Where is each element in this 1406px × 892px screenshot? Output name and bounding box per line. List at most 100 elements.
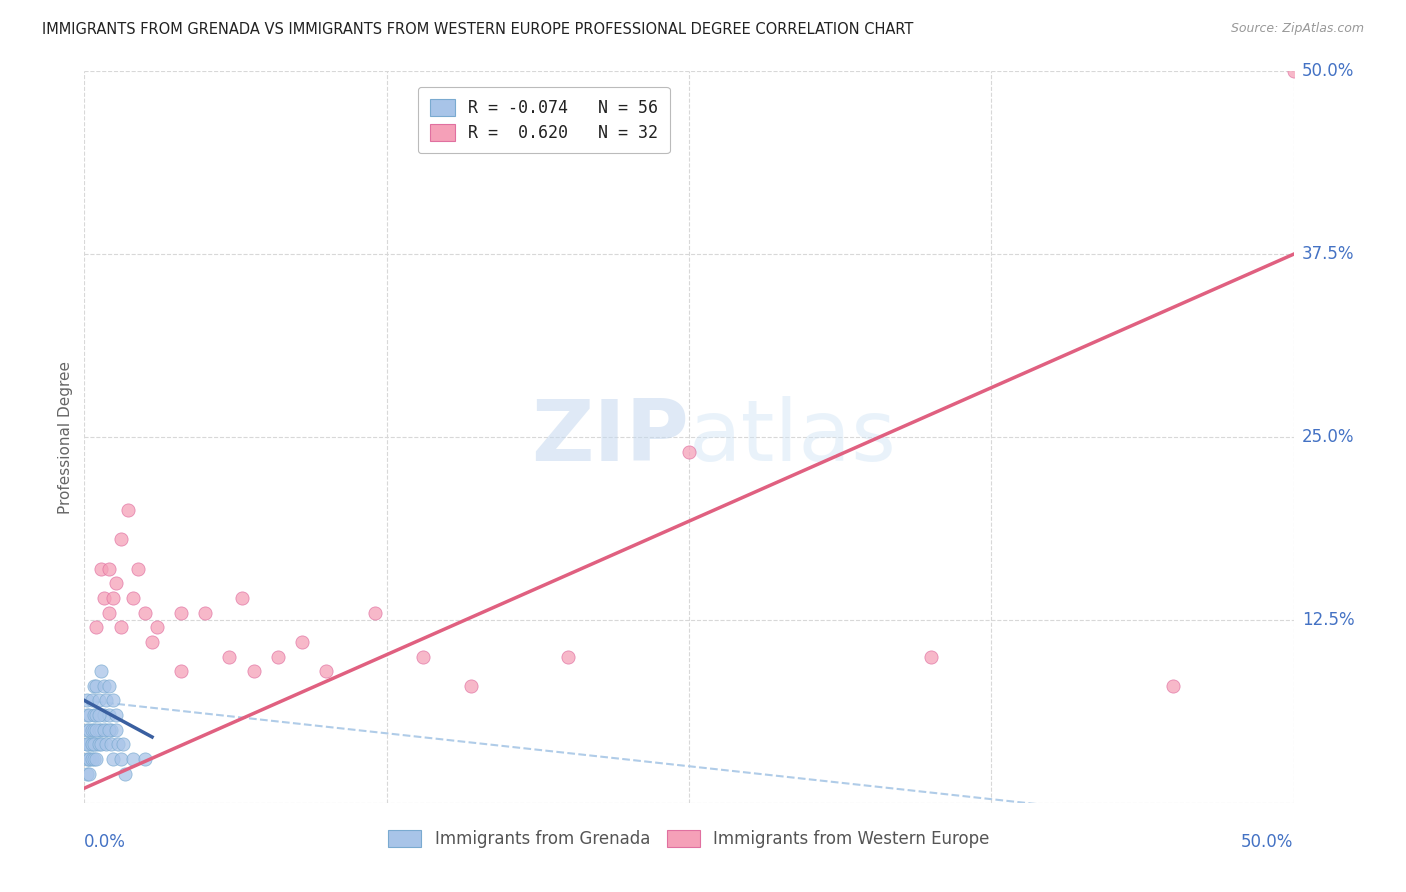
Point [86, 723, 108, 737]
Point [80, 723, 103, 737]
Point [93, 708, 115, 723]
Point [90, 562, 112, 576]
Point [83, 679, 105, 693]
Point [86, 752, 108, 766]
Point [76, 752, 98, 766]
Text: 50.0%: 50.0% [1302, 62, 1354, 80]
Point [104, 708, 127, 723]
Point [86, 679, 108, 693]
Point [94, 737, 117, 751]
Point [100, 723, 122, 737]
Point [83, 737, 105, 751]
Point [87, 708, 110, 723]
Point [110, 620, 132, 634]
Point [127, 562, 149, 576]
Point [97, 723, 120, 737]
Text: 12.5%: 12.5% [1302, 611, 1354, 629]
Point [103, 693, 125, 707]
Point [86, 708, 108, 723]
Point [146, 620, 169, 634]
Text: 0.0%: 0.0% [84, 833, 127, 851]
Point [114, 766, 136, 780]
Point [97, 606, 120, 620]
Point [76, 723, 98, 737]
Y-axis label: Professional Degree: Professional Degree [58, 360, 73, 514]
Point [110, 752, 132, 766]
Point [121, 591, 143, 605]
Point [76, 737, 98, 751]
Text: Source: ZipAtlas.com: Source: ZipAtlas.com [1230, 22, 1364, 36]
Point [107, 737, 129, 751]
Point [80, 737, 103, 751]
Point [87, 737, 110, 751]
Point [86, 737, 108, 751]
Point [100, 737, 122, 751]
Point [77, 737, 100, 751]
Point [76, 708, 98, 723]
Point [141, 635, 163, 649]
Point [1161, 679, 1184, 693]
Point [103, 752, 125, 766]
Point [76, 737, 98, 751]
Point [315, 664, 337, 678]
Text: 37.5%: 37.5% [1302, 245, 1354, 263]
Point [103, 591, 125, 605]
Point [1282, 64, 1305, 78]
Point [267, 649, 290, 664]
Point [94, 723, 117, 737]
Legend: Immigrants from Grenada, Immigrants from Western Europe: Immigrants from Grenada, Immigrants from… [380, 822, 998, 856]
Point [291, 635, 314, 649]
Point [83, 723, 105, 737]
Point [76, 766, 98, 780]
Point [94, 693, 117, 707]
Point [93, 591, 115, 605]
Point [194, 606, 217, 620]
Point [87, 693, 110, 707]
Text: ZIP: ZIP [531, 395, 689, 479]
Point [121, 752, 143, 766]
Point [97, 562, 120, 576]
Point [83, 752, 105, 766]
Point [90, 723, 112, 737]
Point [218, 649, 240, 664]
Point [363, 606, 385, 620]
Point [170, 606, 193, 620]
Point [170, 664, 193, 678]
Text: 50.0%: 50.0% [1241, 833, 1294, 851]
Point [93, 723, 115, 737]
Point [83, 708, 105, 723]
Point [920, 649, 942, 664]
Point [112, 737, 135, 751]
Point [90, 737, 112, 751]
Point [77, 766, 100, 780]
Point [97, 708, 120, 723]
Point [412, 649, 434, 664]
Point [460, 679, 482, 693]
Point [134, 752, 156, 766]
Point [231, 591, 253, 605]
Point [80, 752, 103, 766]
Point [90, 664, 112, 678]
Point [242, 664, 264, 678]
Text: atlas: atlas [689, 395, 897, 479]
Point [86, 620, 108, 634]
Point [557, 649, 579, 664]
Point [87, 723, 110, 737]
Text: 25.0%: 25.0% [1302, 428, 1354, 446]
Point [678, 444, 700, 458]
Point [80, 693, 103, 707]
Text: IMMIGRANTS FROM GRENADA VS IMMIGRANTS FROM WESTERN EUROPE PROFESSIONAL DEGREE CO: IMMIGRANTS FROM GRENADA VS IMMIGRANTS FR… [42, 22, 914, 37]
Point [77, 708, 100, 723]
Point [104, 576, 127, 591]
Point [117, 503, 139, 517]
Point [97, 679, 120, 693]
Point [76, 693, 98, 707]
Point [77, 723, 100, 737]
Point [93, 679, 115, 693]
Point [77, 752, 100, 766]
Point [110, 533, 132, 547]
Point [104, 723, 127, 737]
Point [134, 606, 156, 620]
Point [80, 737, 103, 751]
Point [77, 752, 100, 766]
